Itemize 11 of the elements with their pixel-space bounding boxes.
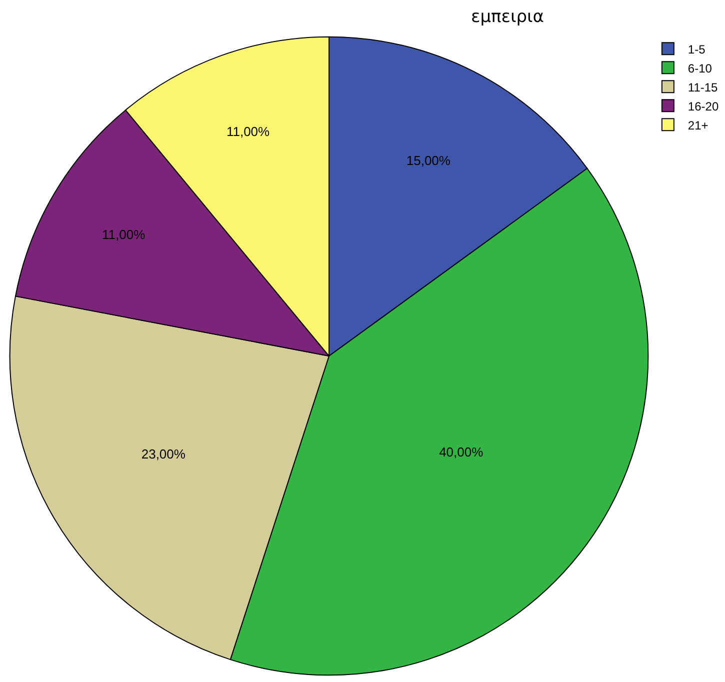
legend-label: 1-5 [688, 42, 706, 56]
data-label: 15,00% [406, 152, 451, 168]
data-label: 40,00% [439, 444, 484, 460]
legend-label: 11-15 [688, 80, 718, 94]
data-label: 11,00% [226, 124, 270, 140]
data-label: 23,00% [141, 446, 186, 462]
legend-label: 16-20 [688, 99, 719, 114]
chart-title: εμπειρια [471, 7, 544, 28]
data-label: 11,00% [102, 227, 146, 242]
legend-label: 6-10 [688, 61, 712, 76]
legend-label: 21+ [688, 118, 708, 132]
